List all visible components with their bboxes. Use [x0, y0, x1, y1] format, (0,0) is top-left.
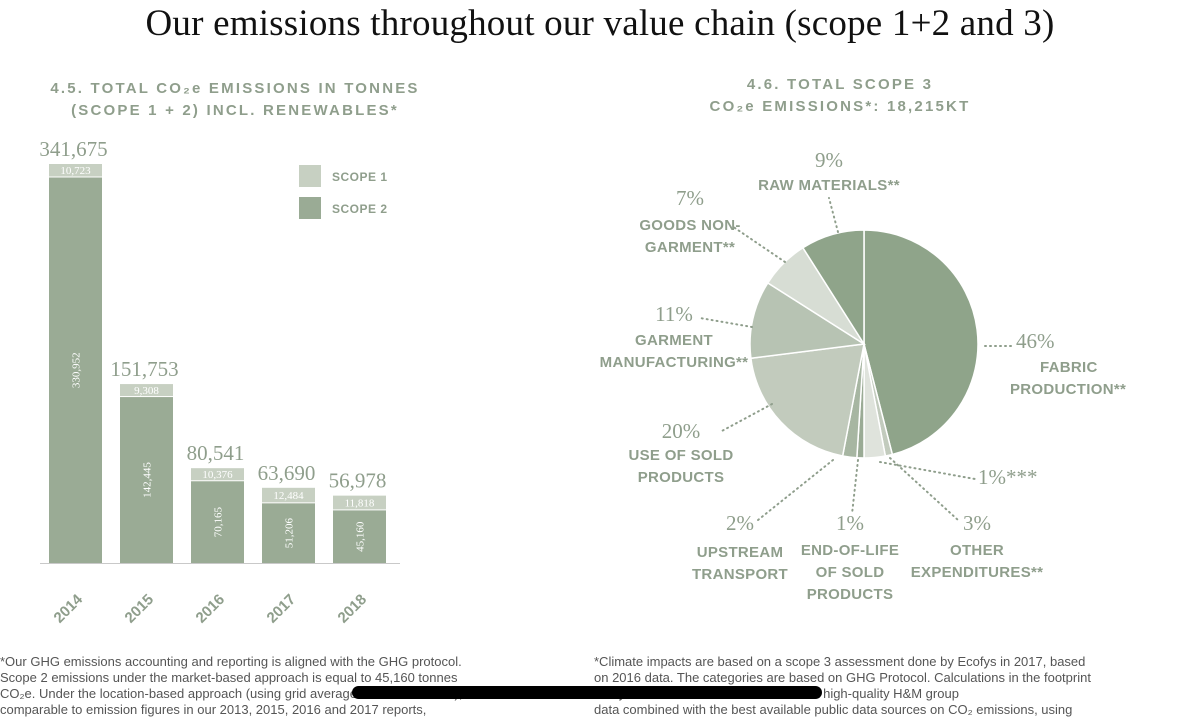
- bar-scope2-label: 70,165: [213, 507, 225, 538]
- legend-swatch-scope2: [299, 197, 321, 219]
- footnote-left-line: comparable to emission figures in our 20…: [0, 702, 427, 717]
- bar-scope1: [333, 495, 386, 510]
- pie-chart-title-line2: CO₂e EMISSIONS*: 18,215KT: [709, 98, 971, 115]
- pie-pct-label: 20%: [662, 419, 701, 443]
- pie-slice-label: PRODUCTS: [638, 469, 725, 486]
- pie-pct-label: 46%: [1016, 329, 1055, 353]
- pie-pct-label: 1%: [836, 511, 864, 535]
- pie-slice-label: OTHER: [950, 542, 1004, 559]
- bar-chart-title: 4.5. TOTAL CO₂e EMISSIONS IN TONNES (SCO…: [20, 78, 450, 122]
- bar-category-label: 2015: [122, 591, 158, 627]
- bar-scope2-label: 45,160: [355, 521, 367, 552]
- bar-scope2: [262, 503, 315, 563]
- pie-slice-label: PRODUCTS: [807, 586, 894, 603]
- pie-slice-label: MANUFACTURING**: [600, 354, 749, 371]
- pie-slice-label: PRODUCTION**: [1010, 381, 1126, 398]
- pie-slice-label: OF SOLD: [816, 564, 885, 581]
- pie-slice-label: GARMENT: [635, 332, 713, 349]
- bar-chart-title-line1: 4.5. TOTAL CO₂e EMISSIONS IN TONNES: [50, 80, 420, 97]
- legend-label-scope1: SCOPE 1: [332, 170, 388, 184]
- footnote-right-line: on 2016 data. The categories are based o…: [594, 670, 1091, 685]
- pie-slice: [863, 229, 979, 456]
- bar-scope1-label: 10,376: [202, 469, 233, 481]
- bar-scope1: [120, 384, 173, 397]
- bar-scope1-label: 9,308: [134, 385, 159, 397]
- pie-leader-line: [889, 457, 959, 521]
- bar-scope1-label: 12,484: [273, 490, 304, 502]
- legend-swatch-scope1: [299, 165, 321, 187]
- bar-chart-title-line2: (SCOPE 1 + 2) INCL. RENEWABLES*: [71, 102, 399, 119]
- pie-leader-line: [879, 461, 976, 480]
- pie-slice-label: GARMENT**: [645, 239, 735, 256]
- pie-pct-label: 9%: [815, 148, 843, 172]
- bar-scope2: [191, 481, 244, 563]
- bar-total-label: 151,753: [110, 357, 178, 381]
- bar-scope1-label: 10,723: [60, 165, 91, 177]
- pie-pct-label: 3%: [963, 511, 991, 535]
- pie-leader-line: [731, 225, 786, 263]
- bar-scope2-label: 330,952: [71, 352, 83, 388]
- bar-scope1: [191, 468, 244, 481]
- pie-leader-line: [757, 459, 834, 521]
- pie-slice-label: END-OF-LIFE: [801, 542, 899, 559]
- pie-slice-label: EXPENDITURES**: [911, 564, 1044, 581]
- bar-total-label: 341,675: [39, 137, 107, 161]
- pie-chart-title-line1: 4.6. TOTAL SCOPE 3: [746, 76, 934, 93]
- pie-slice-label: GOODS NON-: [639, 217, 740, 234]
- bar-category-label: 2017: [264, 591, 300, 627]
- pie-slice-label: USE OF SOLD: [629, 447, 734, 464]
- page-title: Our emissions throughout our value chain…: [145, 3, 1055, 44]
- pie-slice: [801, 229, 865, 347]
- pie-slice: [750, 343, 865, 457]
- pie-slice: [749, 281, 867, 360]
- footnote-left: *Our GHG emissions accounting and report…: [0, 654, 462, 718]
- bar-scope1-label: 11,818: [345, 498, 375, 510]
- pie-leader-line: [828, 197, 839, 233]
- bar-scope2-label: 51,206: [284, 518, 296, 549]
- bar-scope2-label: 142,445: [142, 462, 154, 498]
- footnote-right-line: data combined with the best available pu…: [594, 702, 1073, 717]
- bar-category-label: 2018: [335, 591, 371, 627]
- bar-scope2: [120, 397, 173, 563]
- pie-leader-line: [851, 459, 859, 515]
- bar-total-label: 63,690: [258, 461, 316, 485]
- pie-pct-label: 7%: [676, 186, 704, 210]
- footnote-right-line: *Climate impacts are based on a scope 3 …: [594, 654, 1086, 669]
- pie-slice-label: FABRIC: [1040, 359, 1098, 376]
- pie-chart-title: 4.6. TOTAL SCOPE 3 CO₂e EMISSIONS*: 18,2…: [660, 74, 1020, 118]
- bar-total-label: 56,978: [329, 469, 387, 493]
- pie-pct-label: 11%: [655, 302, 693, 326]
- footnote-left-line: Scope 2 emissions under the market-based…: [0, 670, 458, 685]
- bar-scope1: [49, 164, 102, 177]
- footnote-left-line: CO₂e. Under the location-based approach …: [0, 686, 463, 701]
- pie-slice-label: TRANSPORT: [692, 566, 788, 583]
- bar-scope2: [49, 177, 102, 564]
- pie-slice-label: UPSTREAM: [697, 544, 784, 561]
- scroll-indicator-bar: [352, 686, 822, 699]
- legend-label-scope2: SCOPE 2: [332, 202, 388, 216]
- pie-leader-line: [699, 317, 753, 328]
- pie-pct-label: 2%: [726, 511, 754, 535]
- pie-leader-line: [719, 403, 773, 433]
- bar-scope2: [333, 510, 386, 563]
- bar-category-label: 2014: [51, 591, 87, 627]
- bar-total-label: 80,541: [187, 441, 245, 465]
- footnote-left-line: *Our GHG emissions accounting and report…: [0, 654, 462, 669]
- bar-category-label: 2016: [193, 591, 229, 627]
- pie-pct-label: 1%***: [978, 465, 1038, 489]
- bar-scope1: [262, 487, 315, 503]
- pie-slice-label: RAW MATERIALS**: [758, 177, 900, 194]
